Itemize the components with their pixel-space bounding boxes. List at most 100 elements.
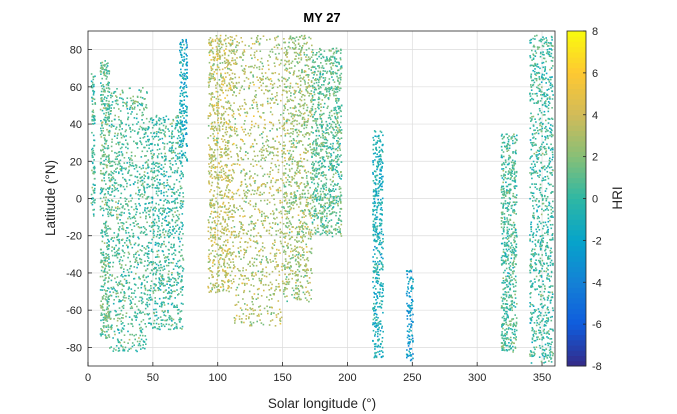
scatter-point — [220, 190, 223, 192]
scatter-point — [239, 246, 242, 248]
scatter-point — [112, 337, 114, 339]
scatter-point — [281, 155, 284, 158]
scatter-point — [234, 126, 236, 129]
scatter-point — [176, 142, 178, 144]
scatter-point — [172, 207, 174, 210]
scatter-point — [288, 132, 290, 135]
scatter-point — [278, 79, 280, 82]
scatter-point — [115, 99, 118, 101]
scatter-point — [271, 194, 273, 197]
scatter-point — [273, 203, 276, 206]
scatter-point — [103, 65, 106, 67]
scatter-point — [107, 225, 109, 227]
scatter-point — [108, 154, 110, 156]
scatter-point — [159, 183, 162, 185]
scatter-point — [185, 63, 188, 65]
scatter-point — [138, 191, 140, 193]
scatter-point — [248, 66, 250, 68]
scatter-point — [285, 260, 287, 262]
scatter-point — [167, 328, 170, 331]
scatter-point — [136, 305, 138, 308]
scatter-point — [218, 274, 220, 277]
scatter-point — [91, 186, 94, 189]
scatter-point — [301, 165, 304, 168]
scatter-point — [169, 210, 171, 213]
scatter-point — [146, 172, 149, 174]
scatter-point — [293, 120, 295, 122]
scatter-point — [92, 83, 94, 86]
scatter-point — [121, 327, 124, 329]
scatter-point — [146, 293, 149, 296]
scatter-point — [145, 104, 148, 106]
scatter-point — [213, 63, 215, 65]
scatter-point — [250, 222, 253, 225]
scatter-point — [284, 199, 287, 201]
scatter-point — [134, 175, 137, 178]
scatter-point — [279, 289, 281, 292]
scatter-point — [156, 250, 158, 253]
scatter-point — [224, 174, 227, 177]
scatter-point — [150, 132, 152, 134]
scatter-point — [240, 86, 243, 89]
scatter-point — [172, 225, 174, 228]
scatter-point — [171, 164, 174, 166]
scatter-point — [257, 124, 260, 127]
scatter-point — [214, 228, 217, 231]
scatter-point — [256, 188, 259, 190]
scatter-point — [183, 52, 186, 55]
scatter-point — [230, 156, 233, 158]
scatter-point — [142, 127, 145, 130]
scatter-point — [151, 225, 154, 228]
scatter-point — [122, 299, 124, 301]
scatter-point — [141, 104, 143, 107]
scatter-point — [261, 270, 264, 273]
scatter-point — [100, 285, 103, 288]
scatter-point — [169, 226, 171, 228]
scatter-point — [230, 196, 233, 199]
scatter-point — [257, 232, 260, 234]
scatter-point — [215, 90, 218, 93]
scatter-point — [179, 202, 182, 205]
scatter-point — [208, 84, 210, 87]
scatter-point — [109, 209, 111, 211]
scatter-point — [162, 124, 165, 127]
scatter-point — [141, 193, 143, 195]
scatter-point — [161, 275, 164, 278]
scatter-point — [276, 264, 279, 266]
scatter-point — [253, 261, 256, 264]
scatter-point — [136, 261, 139, 264]
scatter-point — [147, 275, 149, 278]
scatter-point — [294, 128, 297, 131]
scatter-point — [116, 256, 119, 259]
scatter-point — [218, 237, 220, 239]
scatter-point — [275, 261, 278, 263]
scatter-point — [278, 249, 280, 251]
scatter-point — [152, 208, 154, 211]
scatter-point — [228, 61, 231, 64]
scatter-point — [248, 223, 250, 226]
scatter-point — [277, 265, 279, 267]
scatter-point — [150, 150, 152, 152]
scatter-point — [100, 187, 103, 190]
scatter-point — [139, 329, 142, 332]
scatter-point — [222, 217, 224, 220]
scatter-point — [263, 149, 265, 152]
scatter-point — [110, 328, 113, 330]
scatter-point — [229, 134, 231, 137]
scatter-point — [103, 74, 105, 76]
scatter-point — [217, 284, 220, 286]
scatter-point — [110, 286, 112, 289]
scatter-point — [148, 225, 151, 227]
scatter-point — [287, 60, 290, 63]
scatter-point — [252, 309, 255, 312]
scatter-point — [141, 250, 143, 252]
scatter-point — [182, 233, 184, 235]
scatter-point — [221, 225, 223, 228]
scatter-point — [177, 167, 180, 169]
scatter-point — [300, 50, 302, 52]
scatter-point — [179, 92, 182, 95]
scatter-point — [129, 240, 131, 242]
scatter-point — [186, 145, 188, 147]
scatter-point — [179, 43, 182, 46]
scatter-point — [245, 308, 247, 310]
